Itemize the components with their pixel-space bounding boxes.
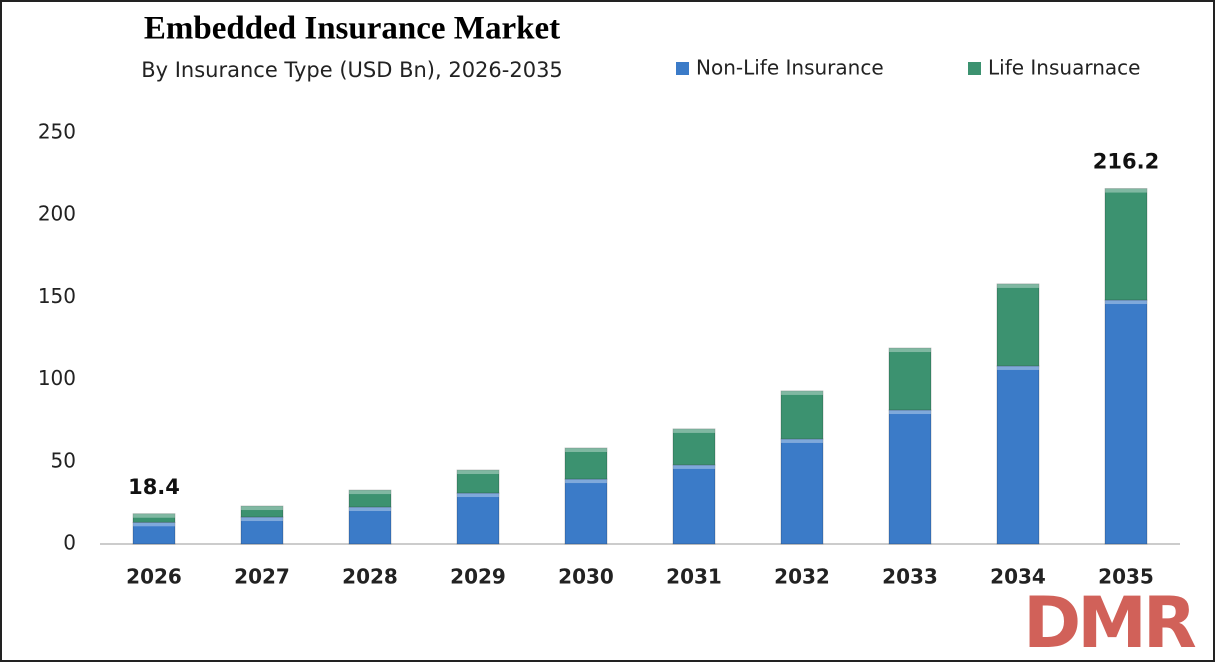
legend-label: Non-Life Insurance	[696, 56, 884, 80]
bar-segment	[240, 505, 284, 518]
bar-segment	[672, 464, 716, 545]
bar-highlight	[1105, 188, 1147, 193]
bar-segment	[564, 447, 608, 480]
x-tick-label: 2034	[990, 565, 1046, 589]
bar-segment	[672, 428, 716, 466]
bar-highlight	[241, 517, 283, 522]
bar-highlight	[997, 365, 1039, 370]
x-tick-label: 2027	[234, 565, 290, 589]
bar-highlight	[889, 410, 931, 415]
total-label: 216.2	[1093, 150, 1159, 174]
bar-highlight	[1105, 300, 1147, 305]
bar-segment	[456, 492, 500, 545]
bar-highlight	[673, 428, 715, 433]
y-tick-label: 50	[51, 448, 76, 472]
bar-highlight	[781, 438, 823, 443]
bar-segment	[996, 365, 1040, 545]
bar-highlight	[457, 493, 499, 498]
bar-highlight	[241, 506, 283, 511]
x-tick-label: 2028	[342, 565, 398, 589]
bar-segment	[1104, 299, 1148, 545]
bar-segment	[780, 390, 824, 440]
y-tick-label: 200	[38, 202, 76, 226]
bar-highlight	[349, 490, 391, 495]
bar-segment	[348, 506, 392, 545]
bar-segment	[564, 478, 608, 545]
bar-segment	[996, 283, 1040, 367]
bar-highlight	[997, 283, 1039, 288]
x-tick-label: 2035	[1098, 565, 1154, 589]
bar-segment	[132, 513, 176, 523]
watermark: DMR	[1023, 582, 1196, 663]
bar-segment	[348, 489, 392, 508]
bar-segment	[888, 347, 932, 411]
bar-highlight	[565, 479, 607, 484]
bar-highlight	[133, 513, 175, 518]
legend-swatch	[968, 62, 981, 75]
bar-segment	[240, 516, 284, 545]
legend-swatch	[676, 62, 689, 75]
y-tick-label: 0	[63, 531, 76, 555]
bar-segment	[1104, 188, 1148, 301]
bar-segment	[780, 438, 824, 545]
bar-highlight	[781, 390, 823, 395]
bar-highlight	[565, 447, 607, 452]
y-tick-label: 100	[38, 366, 76, 390]
bar-highlight	[349, 507, 391, 512]
x-tick-label: 2029	[450, 565, 506, 589]
bar-highlight	[889, 348, 931, 353]
x-tick-label: 2026	[126, 565, 182, 589]
bar-segment	[888, 409, 932, 545]
bar-highlight	[133, 522, 175, 527]
x-tick-label: 2032	[774, 565, 830, 589]
chart-subtitle: By Insurance Type (USD Bn), 2026-2035	[141, 58, 563, 82]
x-tick-label: 2033	[882, 565, 938, 589]
x-tick-label: 2031	[666, 565, 722, 589]
x-tick-label: 2030	[558, 565, 614, 589]
chart-title: Embedded Insurance Market	[144, 11, 560, 47]
y-tick-label: 150	[38, 284, 76, 308]
total-label: 18.4	[128, 475, 180, 499]
bar-highlight	[673, 464, 715, 469]
bar-highlight	[457, 470, 499, 475]
bar-segment	[456, 469, 500, 494]
y-tick-label: 250	[38, 120, 76, 144]
legend-label: Life Insuarnace	[988, 56, 1140, 80]
